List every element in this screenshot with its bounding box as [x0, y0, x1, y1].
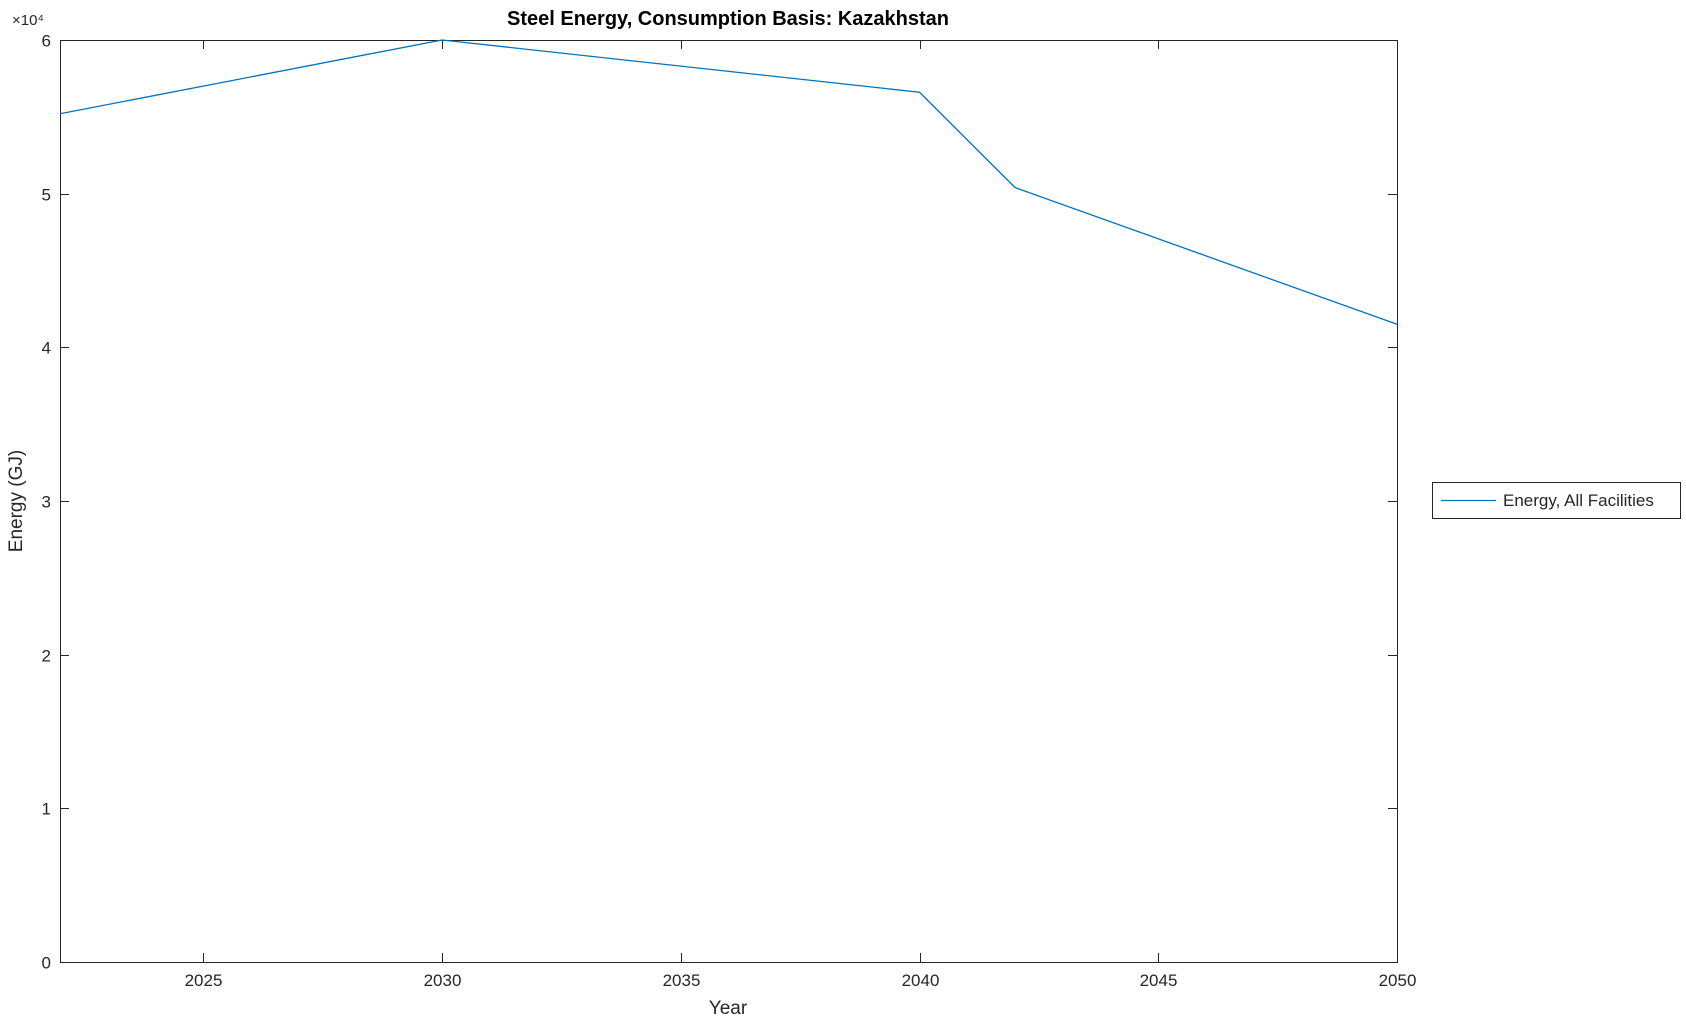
x-tick-label: 2035	[663, 971, 701, 990]
x-tick-label: 2040	[902, 971, 940, 990]
axes: 2025 2030 2035 2040 2045 2050 0 1 2 3 4 5 6	[42, 32, 1417, 991]
legend-label: Energy, All Facilities	[1503, 491, 1654, 510]
x-tick-label: 2050	[1379, 971, 1417, 990]
series-lines	[59, 39, 1398, 325]
chart-title: Steel Energy, Consumption Basis: Kazakhs…	[507, 8, 949, 30]
y-tick-label: 1	[42, 800, 51, 819]
y-tick-label: 6	[42, 32, 51, 51]
x-tick-label: 2045	[1140, 971, 1178, 990]
y-tick-label: 0	[42, 954, 51, 973]
plot-box	[60, 40, 1398, 963]
legend: Energy, All Facilities	[1432, 482, 1681, 519]
x-axis-label: Year	[709, 998, 748, 1019]
y-tick-label: 3	[42, 493, 51, 512]
y-exponent-label: ×10⁴	[12, 12, 44, 29]
y-axis-label: Energy (GJ)	[6, 450, 27, 552]
y-tick-label: 4	[42, 339, 51, 358]
y-tick-label: 5	[42, 186, 51, 205]
x-tick-label: 2025	[185, 971, 223, 990]
data-line	[59, 39, 1398, 325]
x-tick-label: 2030	[424, 971, 462, 990]
y-tick-label: 2	[42, 647, 51, 666]
